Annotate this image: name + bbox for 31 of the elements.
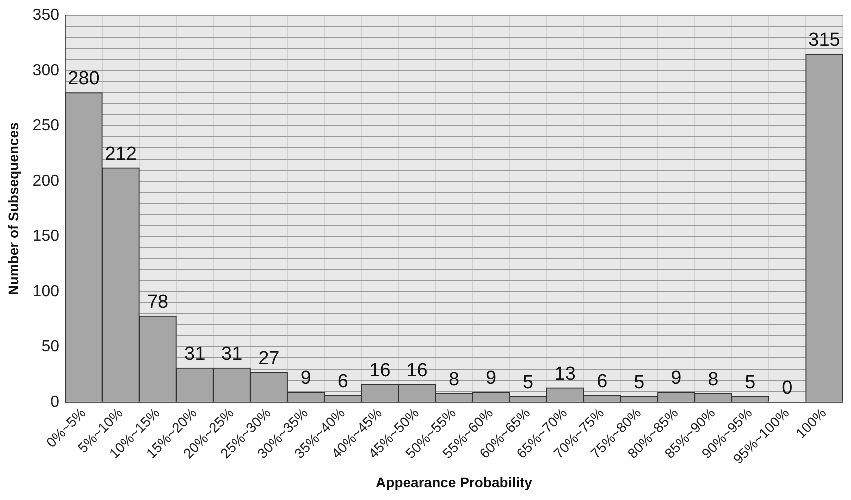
x-axis-title: Appearance Probability <box>376 474 533 490</box>
data-label: 9 <box>671 368 682 390</box>
data-label: 5 <box>745 372 756 394</box>
data-label: 78 <box>147 292 169 313</box>
data-label: 6 <box>338 372 348 393</box>
y-tick-label: 50 <box>42 338 60 356</box>
data-label: 16 <box>370 360 391 382</box>
data-label: 16 <box>406 360 428 382</box>
data-label: 6 <box>597 372 608 393</box>
data-label: 31 <box>222 344 243 365</box>
y-tick-label: 200 <box>32 172 60 190</box>
data-label: 13 <box>554 364 576 385</box>
y-tick-label: 250 <box>32 118 60 135</box>
data-label: 9 <box>300 368 312 390</box>
data-label: 5 <box>523 372 534 394</box>
data-label: 212 <box>105 144 137 165</box>
data-label: 9 <box>486 368 497 390</box>
data-label: 8 <box>708 369 719 390</box>
y-tick-label: 150 <box>32 228 60 246</box>
y-tick-label: 0 <box>50 394 60 411</box>
y-tick-label: 100 <box>32 283 60 300</box>
data-label: 280 <box>68 68 100 90</box>
data-label: 31 <box>184 344 206 365</box>
data-label: 0 <box>782 378 793 400</box>
data-label: 5 <box>634 372 645 394</box>
data-label: 315 <box>808 30 840 52</box>
y-tick-label: 300 <box>32 62 60 80</box>
data-label: 27 <box>258 348 280 370</box>
y-tick-label: 350 <box>32 7 60 24</box>
data-label: 8 <box>448 369 460 390</box>
y-axis-title: Number of Subsequences <box>5 122 22 296</box>
